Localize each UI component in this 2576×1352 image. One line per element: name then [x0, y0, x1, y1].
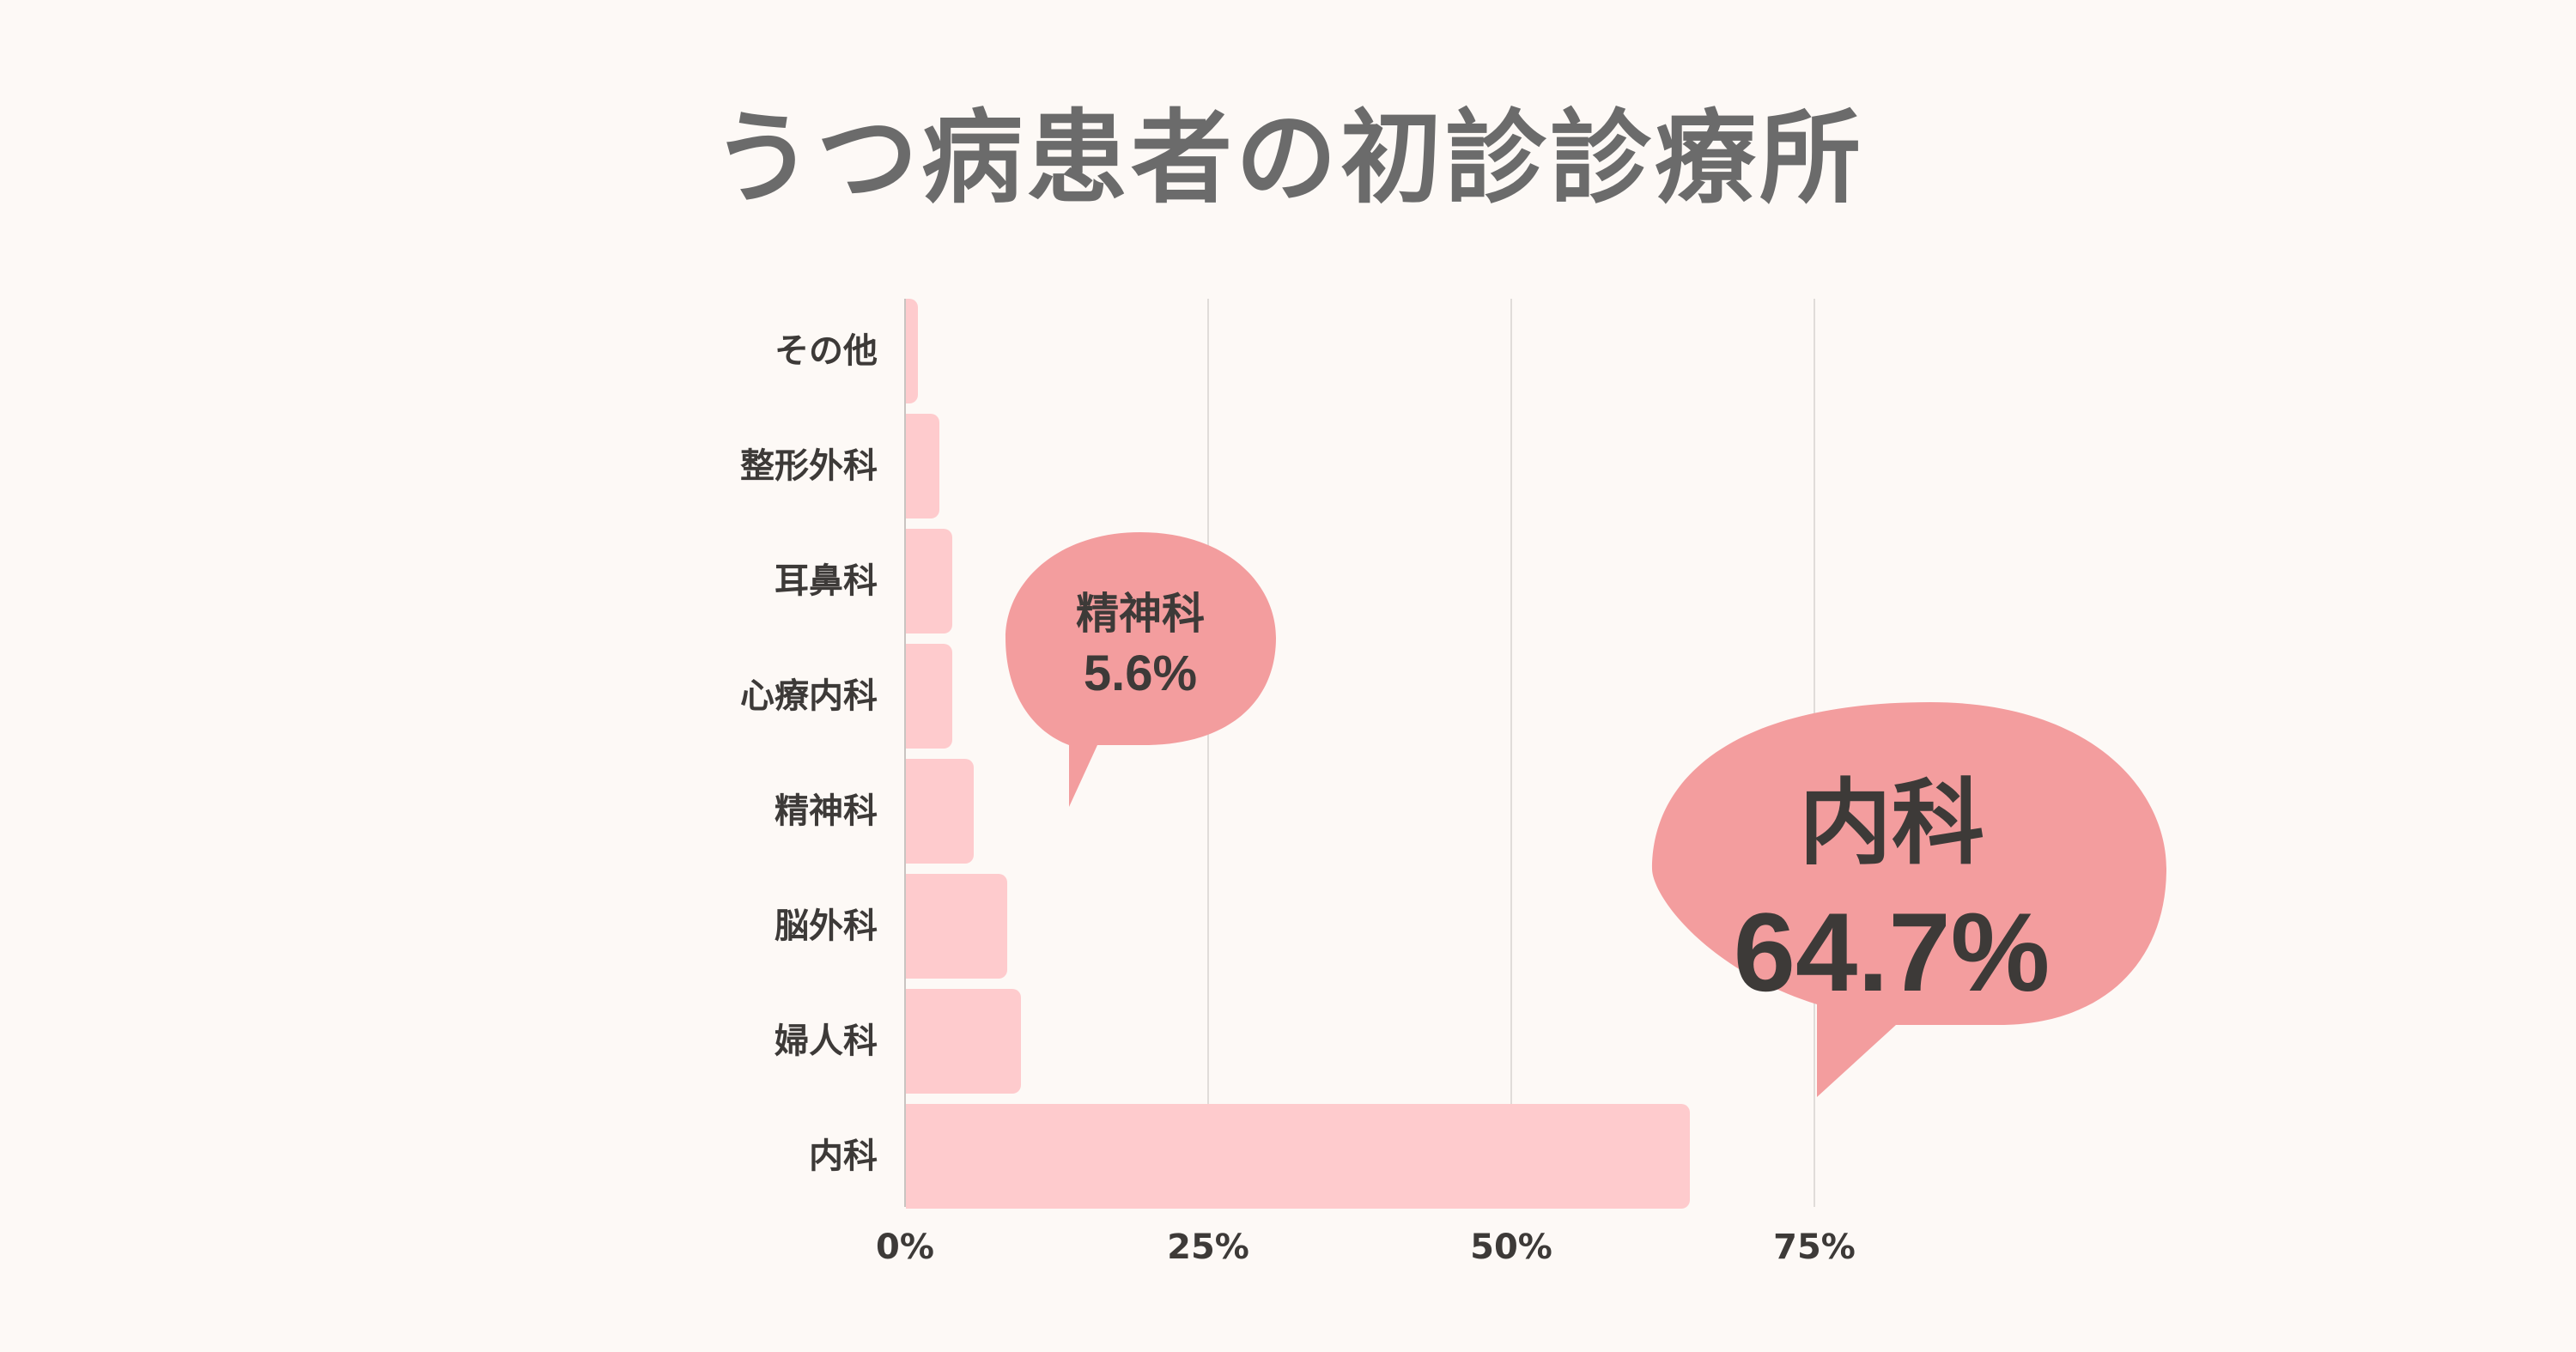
chart-title: うつ病患者の初診診療所	[711, 99, 1864, 217]
y-label-orthopedics: 整形外科	[740, 446, 878, 486]
y-label-gynecology: 婦人科	[775, 1022, 878, 1061]
gridline-50	[1510, 299, 1512, 1207]
speech-bubble-icon	[1005, 532, 1276, 807]
callout-psychiatry-value: 5.6%	[1083, 646, 1198, 701]
x-tick-50: 50%	[1470, 1228, 1552, 1267]
callout-internal-value: 64.7%	[1733, 889, 2050, 1015]
bar-internal	[906, 1104, 1690, 1209]
callout-internal: 内科 64.7%	[1647, 697, 2171, 1152]
gridline-25	[1207, 299, 1209, 1207]
bar-psychosomatic	[906, 644, 952, 749]
speech-bubble-icon	[1652, 702, 2166, 1097]
y-label-neurosurgery: 脳外科	[775, 906, 878, 946]
y-label-ent: 耳鼻科	[775, 561, 878, 601]
bar-psychiatry	[906, 759, 974, 864]
y-label-psychosomatic: 心療内科	[740, 676, 878, 716]
y-label-internal: 内科	[809, 1137, 878, 1176]
y-label-other: その他	[775, 331, 878, 371]
bar-other	[906, 299, 919, 403]
x-tick-75: 75%	[1773, 1228, 1856, 1267]
callout-psychiatry-label: 精神科	[1076, 589, 1205, 639]
x-axis-baseline	[904, 299, 906, 1207]
bar-orthopedics	[906, 414, 940, 518]
bar-neurosurgery	[906, 874, 1008, 979]
y-label-psychiatry: 精神科	[775, 791, 878, 831]
callout-psychiatry: 精神科 5.6%	[1003, 530, 1278, 809]
bar-ent	[906, 529, 952, 634]
callout-internal-label: 内科	[1798, 770, 1984, 877]
bar-gynecology	[906, 989, 1021, 1094]
x-tick-0: 0%	[876, 1228, 934, 1267]
x-tick-25: 25%	[1167, 1228, 1249, 1267]
